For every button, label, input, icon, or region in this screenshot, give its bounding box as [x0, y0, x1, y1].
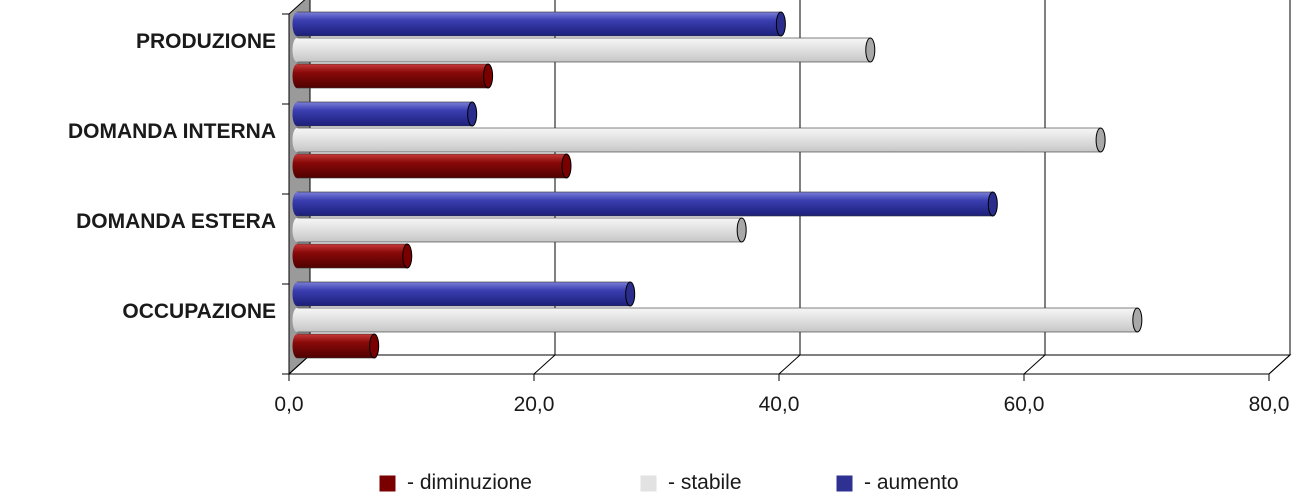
bar-body	[296, 101, 473, 127]
bar	[292, 101, 478, 127]
bar-body	[296, 281, 631, 307]
bar-start-cap	[292, 244, 302, 268]
bar-end-cap	[625, 281, 636, 307]
bar-start-cap	[292, 38, 302, 62]
legend-label: - aumento	[864, 471, 959, 494]
bar-start-cap	[292, 282, 302, 306]
category-label: DOMANDA ESTERA	[76, 210, 276, 233]
bar-start-cap	[292, 218, 302, 242]
bar-body	[296, 37, 871, 63]
legend-swatch	[640, 475, 657, 492]
bar-end-cap	[1095, 127, 1106, 153]
bar-end-cap	[775, 11, 786, 37]
bar	[292, 127, 1106, 153]
bar-start-cap	[292, 12, 302, 36]
x-tick-label: 80,0	[1249, 393, 1290, 416]
bar-body	[296, 127, 1101, 153]
x-tick-label: 60,0	[1004, 393, 1045, 416]
bar	[292, 191, 998, 217]
bar-end-cap	[736, 217, 747, 243]
bar-body	[296, 333, 375, 359]
bar	[292, 11, 786, 37]
x-tick-label: 0,0	[274, 393, 303, 416]
legend: - diminuzione - stabile - aumento	[379, 471, 959, 494]
bar-body	[296, 217, 742, 243]
legend-label: - diminuzione	[407, 471, 532, 494]
bar-start-cap	[292, 102, 302, 126]
bar-end-cap	[402, 243, 413, 269]
category-label: PRODUZIONE	[136, 30, 276, 53]
x-tick-label: 40,0	[759, 393, 800, 416]
floor-gridline	[778, 354, 801, 375]
bar	[292, 333, 380, 359]
bar	[292, 37, 876, 63]
bar-start-cap	[292, 308, 302, 332]
floor-gridline	[533, 354, 556, 375]
x-axis-ticks: 0,0 20,0 40,0 60,0 80,0	[274, 13, 1290, 416]
bar-end-cap	[369, 333, 380, 359]
bar-body	[296, 243, 408, 269]
bar-body	[296, 153, 567, 179]
x-tick-label: 20,0	[514, 393, 555, 416]
bar-body	[296, 11, 782, 37]
bar-end-cap	[865, 37, 876, 63]
bar-end-cap	[1132, 307, 1143, 333]
bar	[292, 217, 747, 243]
category-label: OCCUPAZIONE	[122, 300, 276, 323]
bar-start-cap	[292, 64, 302, 88]
legend-label: - stabile	[668, 471, 742, 494]
bar-end-cap	[987, 191, 998, 217]
bar-body	[296, 191, 994, 217]
bar-start-cap	[292, 192, 302, 216]
legend-swatch	[379, 475, 396, 492]
bars	[292, 11, 1143, 359]
bar	[292, 153, 572, 179]
bar-end-cap	[467, 101, 478, 127]
bar-end-cap	[561, 153, 572, 179]
legend-swatch	[836, 475, 853, 492]
bar-body	[296, 307, 1138, 333]
bar-end-cap	[483, 63, 494, 89]
bar	[292, 243, 413, 269]
floor-gridline	[1023, 354, 1046, 375]
bar	[292, 307, 1143, 333]
bar	[292, 63, 494, 89]
floor-gridline	[1268, 354, 1291, 375]
bar-start-cap	[292, 128, 302, 152]
bar-start-cap	[292, 154, 302, 178]
bar-body	[296, 63, 489, 89]
bar-start-cap	[292, 334, 302, 358]
bar	[292, 281, 636, 307]
category-label: DOMANDA INTERNA	[68, 120, 276, 143]
category-labels: PRODUZIONE DOMANDA INTERNA DOMANDA ESTERA O…	[68, 30, 276, 323]
